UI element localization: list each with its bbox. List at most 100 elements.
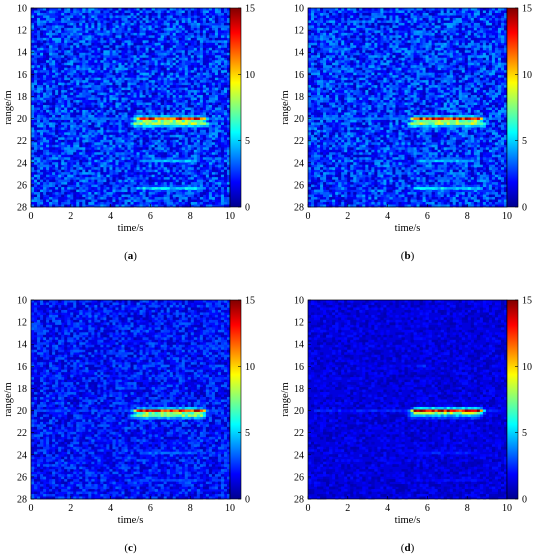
colorbar-tick-label: 15: [245, 296, 255, 307]
x-tick-label: 2: [68, 503, 73, 514]
colorbar: 15 10 5 0: [229, 296, 255, 506]
y-tick-label: 12: [17, 318, 27, 329]
panel-caption: (b): [401, 250, 415, 262]
y-tick-label: 10: [294, 4, 304, 15]
y-tick-label: 14: [17, 48, 27, 59]
panel-caption: (a): [124, 250, 137, 262]
colorbar-gradient: [506, 299, 519, 500]
y-tick-label: 20: [17, 406, 27, 417]
x-axis-label: time/s: [395, 515, 421, 526]
y-tick-label: 18: [17, 92, 27, 103]
y-tick-label: 28: [294, 495, 304, 506]
colorbar-tick-label: 0: [245, 203, 250, 214]
y-axis-label: range/m: [280, 382, 291, 416]
panel-caption: (d): [401, 542, 415, 554]
y-tick-label: 12: [294, 318, 304, 329]
y-tick-label: 10: [17, 4, 27, 15]
panel-caption: (c): [124, 542, 137, 554]
y-tick-label: 20: [294, 406, 304, 417]
x-tick-label: 0: [306, 503, 311, 514]
colorbar-tick-label: 0: [245, 495, 250, 506]
y-tick-label: 18: [17, 384, 27, 395]
x-axis-label: time/s: [395, 223, 421, 234]
colorbar-tick-label: 5: [522, 136, 527, 147]
y-tick-label: 28: [17, 203, 27, 214]
y-tick-label: 18: [294, 92, 304, 103]
y-tick-label: 10: [294, 296, 304, 307]
x-tick-label: 8: [465, 503, 470, 514]
y-tick-label: 24: [294, 158, 304, 169]
x-axis-label: time/s: [118, 223, 144, 234]
y-tick-label: 24: [294, 450, 304, 461]
x-tick-label: 6: [425, 211, 430, 222]
x-tick-label: 2: [68, 211, 73, 222]
x-tick-label: 8: [465, 211, 470, 222]
colorbar-gradient: [229, 299, 242, 500]
y-tick-label: 16: [17, 70, 27, 81]
x-tick-label: 8: [188, 211, 193, 222]
y-tick-label: 22: [17, 136, 27, 147]
y-tick-label: 16: [294, 70, 304, 81]
y-tick-label: 26: [17, 472, 27, 483]
y-tick-label: 28: [17, 495, 27, 506]
y-tick-label: 20: [294, 114, 304, 125]
colorbar-tick-label: 0: [522, 203, 527, 214]
y-tick-label: 22: [294, 428, 304, 439]
y-tick-label: 26: [17, 180, 27, 191]
x-tick-label: 4: [108, 503, 113, 514]
y-axis-label: range/m: [3, 90, 14, 124]
y-tick-label: 10: [17, 296, 27, 307]
colorbar: 15 10 5 0: [506, 4, 532, 214]
y-axis-label: range/m: [3, 382, 14, 416]
y-tick-label: 12: [294, 26, 304, 37]
colorbar-tick-label: 15: [245, 4, 255, 15]
y-tick-label: 24: [17, 158, 27, 169]
x-tick-label: 10: [225, 211, 235, 222]
x-tick-label: 4: [385, 503, 390, 514]
x-tick-label: 4: [385, 211, 390, 222]
colorbar-tick-label: 0: [522, 495, 527, 506]
y-tick-label: 26: [294, 472, 304, 483]
x-tick-label: 6: [148, 503, 153, 514]
colorbar-tick-label: 15: [522, 296, 532, 307]
y-tick-label: 24: [17, 450, 27, 461]
colorbar: 15 10 5 0: [229, 4, 255, 214]
y-tick-label: 28: [294, 203, 304, 214]
x-tick-label: 6: [425, 503, 430, 514]
colorbar-tick-label: 15: [522, 4, 532, 15]
x-axis-label: time/s: [118, 515, 144, 526]
x-tick-label: 0: [29, 211, 34, 222]
x-tick-label: 2: [345, 211, 350, 222]
y-tick-label: 18: [294, 384, 304, 395]
y-tick-label: 22: [17, 428, 27, 439]
colorbar-tick-label: 5: [522, 428, 527, 439]
heatmap-cells: [308, 300, 508, 500]
colorbar: 15 10 5 0: [506, 296, 532, 506]
y-tick-label: 16: [294, 362, 304, 373]
x-tick-label: 8: [188, 503, 193, 514]
colorbar-tick-label: 10: [522, 362, 532, 373]
x-tick-label: 0: [29, 503, 34, 514]
y-tick-label: 26: [294, 180, 304, 191]
y-axis-label: range/m: [280, 90, 291, 124]
colorbar-gradient: [506, 7, 519, 208]
heatmap-cells: [31, 300, 231, 500]
x-tick-label: 2: [345, 503, 350, 514]
y-tick-label: 14: [294, 340, 304, 351]
y-tick-label: 14: [294, 48, 304, 59]
y-tick-label: 12: [17, 26, 27, 37]
x-tick-label: 10: [502, 503, 512, 514]
y-tick-label: 22: [294, 136, 304, 147]
x-tick-label: 4: [108, 211, 113, 222]
colorbar-tick-label: 10: [245, 362, 255, 373]
colorbar-tick-label: 5: [245, 428, 250, 439]
x-tick-label: 6: [148, 211, 153, 222]
x-tick-label: 10: [502, 211, 512, 222]
heatmap-cells: [308, 8, 508, 208]
colorbar-tick-label: 10: [245, 70, 255, 81]
x-tick-label: 0: [306, 211, 311, 222]
